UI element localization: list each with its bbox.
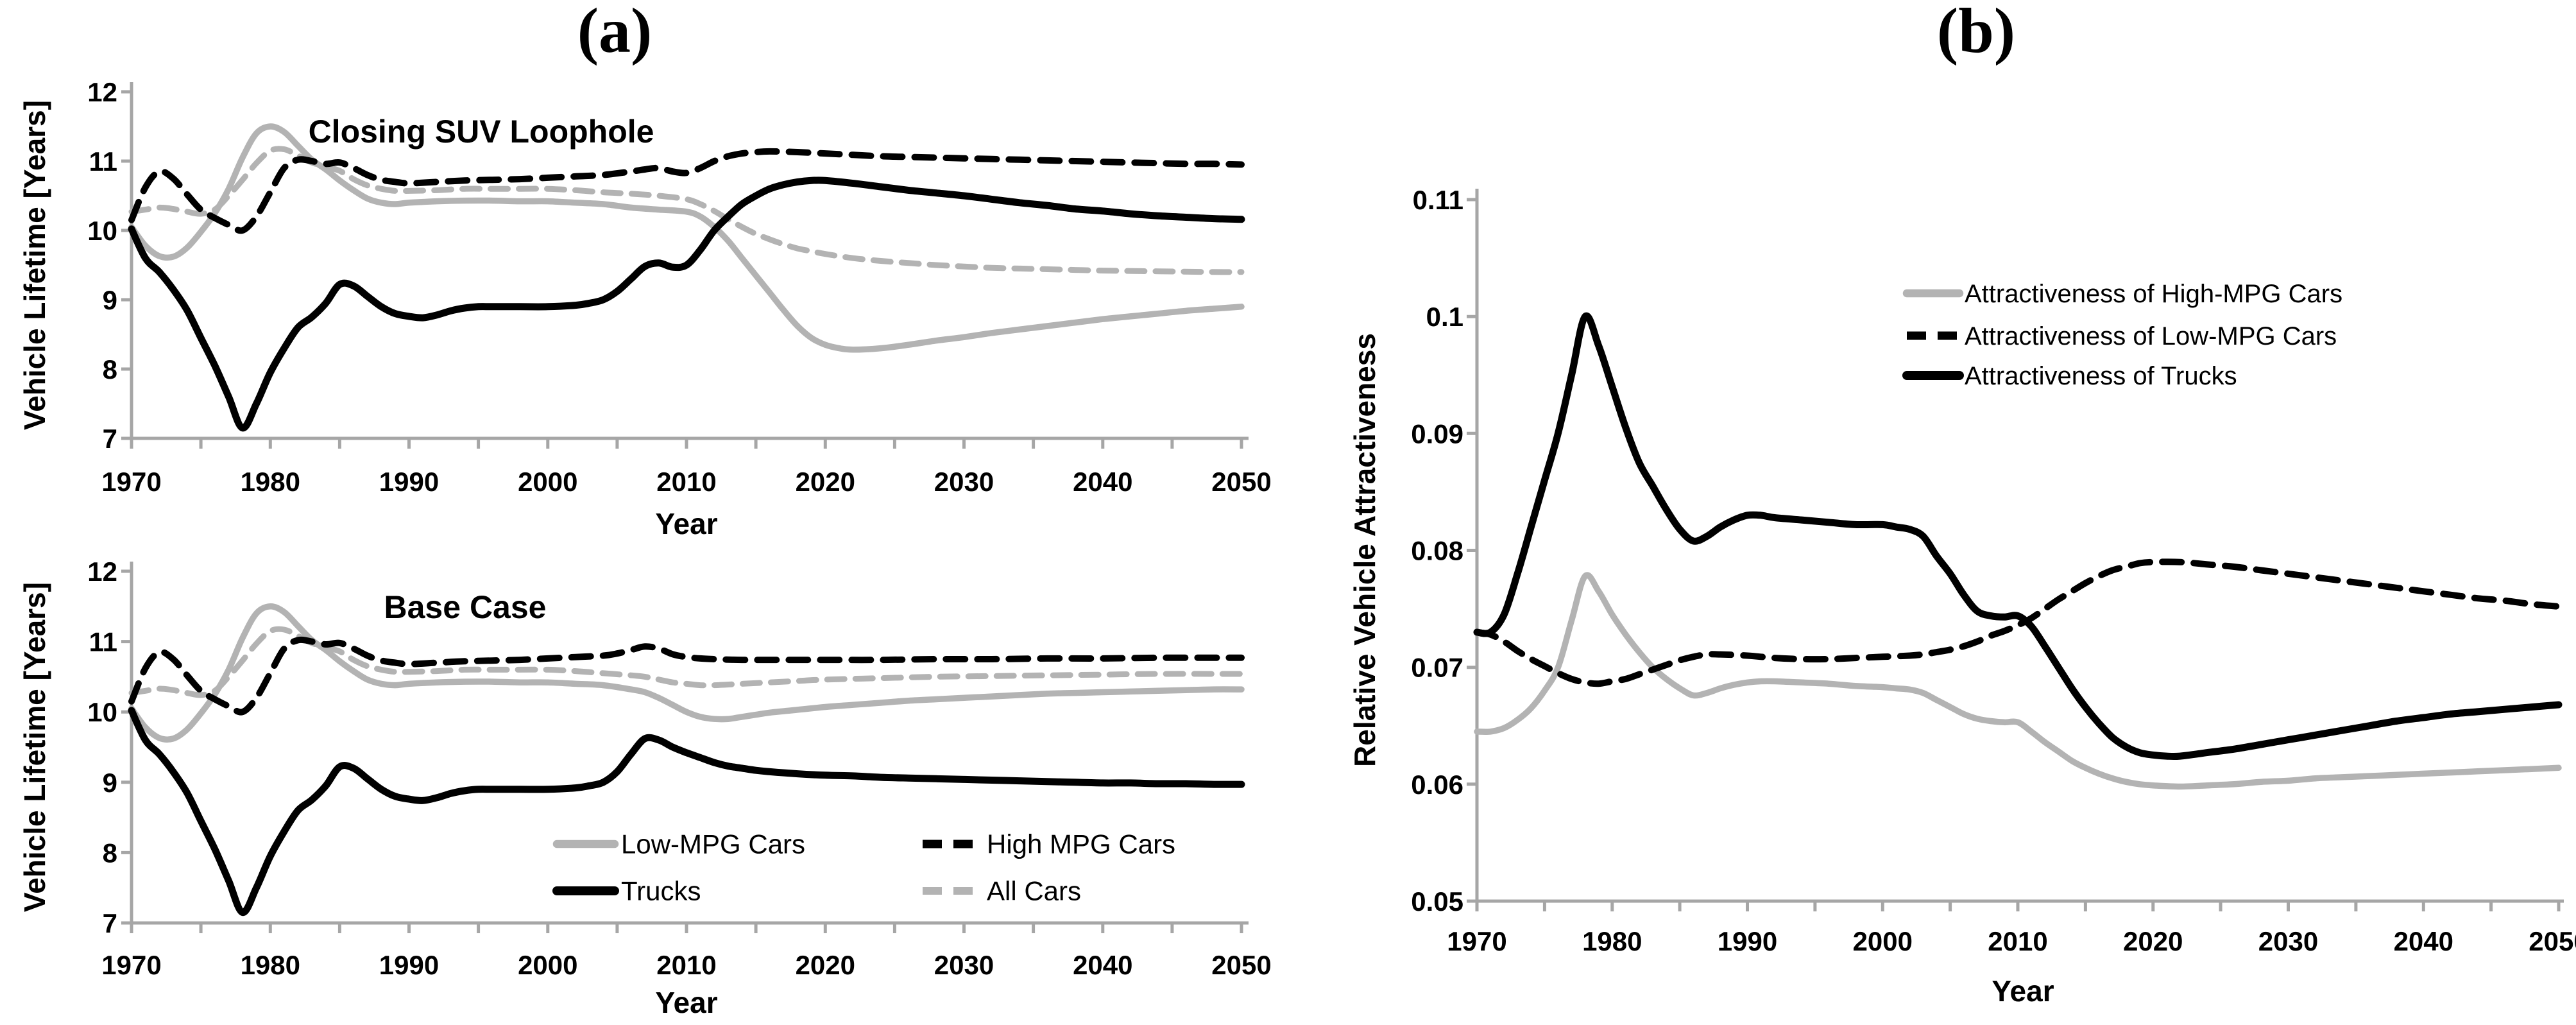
legend: Low-MPG Cars Trucks High MPG Cars All Cars [552,829,1175,906]
x-tick-label: 1970 [1447,926,1506,956]
y-tick-label: 7 [103,908,117,938]
x-tick-label: 2010 [1988,926,2047,956]
legend-label: Low-MPG Cars [621,829,805,859]
x-tick-label: 2020 [796,950,855,980]
series-low-mpg-cars [128,603,1245,743]
chart-attractiveness: 1970 1980 1990 2000 2010 2020 2030 2040 2050 0.05… [1348,185,2576,1008]
chart-suv_loophole: 1970 1980 1990 2000 2010 2020 2030 2040 2050 7 8 9 1… [18,77,1272,540]
series-low-mpg-cars [128,123,1245,353]
x-tick-label: 1980 [241,467,300,497]
y-tick-label: 0.06 [1411,770,1463,800]
x-tick-label: 2030 [934,950,994,980]
legend-label: High MPG Cars [987,829,1175,859]
chart-base_case: 1970 1980 1990 2000 2010 2020 2030 2040 2050 7 8 9 1… [18,556,1272,1019]
x-tick-label: 2040 [1073,950,1132,980]
series-all-cars [128,626,1245,698]
x-tick-label: 1990 [379,950,439,980]
x-tick-label: 2030 [934,467,994,497]
x-tick-label: 1990 [379,467,439,497]
y-tick-label: 0.05 [1411,886,1463,917]
y-tick-label: 12 [87,77,117,107]
y-axis-title: Vehicle Lifetime [Years] [18,582,51,912]
x-tick-label: 1970 [101,467,161,497]
y-tick-label: 10 [87,697,117,727]
series-trucks [128,177,1245,432]
x-tick-label: 2000 [518,950,577,980]
y-axis-title: Relative Vehicle Attractiveness [1348,333,1381,767]
tick-marks [121,90,1243,449]
x-tick-label: 2050 [1211,467,1271,497]
series-attractiveness-of-trucks [1473,312,2563,761]
chart-title: Base Case [384,589,547,625]
legend: Attractiveness of High-MPG Cars Attractiv… [1902,280,2342,390]
x-axis-title: Year [1992,974,2054,1008]
y-tick-label: 7 [103,424,117,454]
panel-b-label: (b) [1936,0,2016,66]
x-tick-label: 1980 [1582,926,1642,956]
series-trucks [128,707,1245,917]
legend-label: All Cars [987,876,1081,906]
y-tick-label: 0.11 [1413,185,1463,215]
x-tick-label: 2050 [2529,926,2576,956]
x-tick-label: 2010 [656,467,716,497]
legend-label: Trucks [621,876,701,906]
x-tick-label: 1990 [1718,926,1777,956]
x-tick-label: 2040 [1073,467,1132,497]
y-tick-label: 12 [87,556,117,587]
series-attractiveness-of-low-mpg-cars [1474,558,2562,687]
y-tick-label: 8 [103,838,117,868]
series-attractiveness-of-high-mpg-cars [1474,572,2562,790]
y-tick-label: 0.09 [1411,418,1463,449]
x-tick-label: 2030 [2258,926,2318,956]
x-tick-label: 2040 [2394,926,2453,956]
x-tick-label: 2000 [518,467,577,497]
y-tick-label: 9 [103,285,117,315]
y-axis-title: Vehicle Lifetime [Years] [18,100,51,430]
y-tick-label: 0.07 [1411,653,1463,683]
y-tick-label: 8 [103,354,117,384]
panel-a-label: (a) [577,0,653,66]
y-tick-label: 11 [89,627,117,657]
x-tick-label: 1980 [241,950,300,980]
series-all-cars [128,146,1245,275]
x-tick-label: 1970 [101,950,161,980]
series-high-mpg-cars [128,636,1245,716]
y-tick-label: 9 [103,768,117,798]
x-tick-label: 2020 [796,467,855,497]
chart-title: Closing SUV Loophole [309,114,654,150]
x-tick-label: 2000 [1853,926,1913,956]
y-tick-label: 10 [87,216,117,246]
y-tick-label: 0.1 [1426,302,1463,332]
tick-marks [121,569,1243,933]
legend-label: Attractiveness of Trucks [1965,362,2237,390]
x-tick-label: 2010 [656,950,716,980]
legend-label: Attractiveness of High-MPG Cars [1965,280,2342,308]
x-tick-label: 2050 [1211,950,1271,980]
series-high-mpg-cars [128,148,1245,234]
tick-marks [1467,198,2561,911]
y-tick-label: 0.08 [1411,536,1463,566]
x-axis-title: Year [655,507,717,540]
axis-lines [130,562,1249,925]
legend-label: Attractiveness of Low-MPG Cars [1965,322,2337,350]
y-tick-label: 11 [89,146,117,177]
x-tick-label: 2020 [2123,926,2183,956]
x-axis-title: Year [655,986,717,1019]
